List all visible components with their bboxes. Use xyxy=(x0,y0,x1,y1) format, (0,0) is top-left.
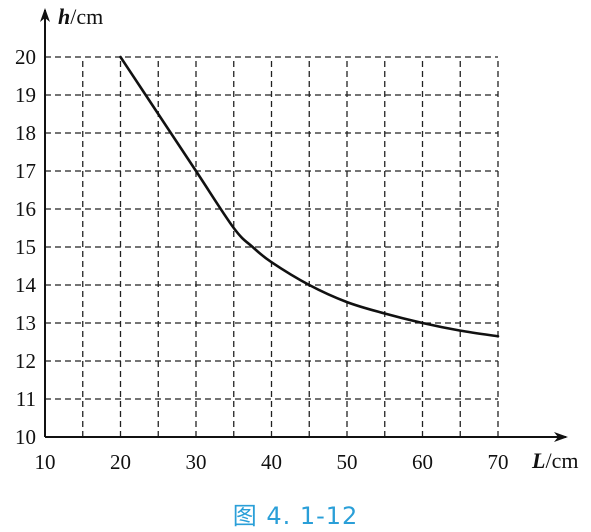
y-tick-label: 12 xyxy=(15,349,36,373)
axes xyxy=(40,8,568,442)
y-axis-label: h/cm xyxy=(58,4,103,29)
y-tick-label: 17 xyxy=(15,159,36,183)
y-tick-label: 13 xyxy=(15,311,36,335)
y-tick-label: 15 xyxy=(15,235,36,259)
x-axis-label: L/cm xyxy=(531,448,578,473)
y-tick-label: 16 xyxy=(15,197,36,221)
y-tick-label: 10 xyxy=(15,425,36,449)
grid-lines xyxy=(45,56,499,437)
y-tick-label: 11 xyxy=(16,387,36,411)
y-tick-label: 18 xyxy=(15,121,36,145)
y-axis-variable: h xyxy=(58,4,70,29)
y-tick-label: 14 xyxy=(15,273,37,297)
series-group xyxy=(119,55,500,338)
x-tick-label: 20 xyxy=(110,450,131,474)
x-tick-label: 50 xyxy=(337,450,358,474)
y-axis-unit: /cm xyxy=(70,4,103,29)
series-line xyxy=(119,55,500,338)
y-axis-ticks: 10 11 12 13 14 15 16 17 18 19 20 xyxy=(15,45,37,449)
x-tick-label: 60 xyxy=(412,450,433,474)
x-tick-label: 70 xyxy=(488,450,509,474)
x-tick-label: 30 xyxy=(186,450,207,474)
x-axis-ticks: 10 20 30 40 50 60 70 xyxy=(35,450,509,474)
x-axis-variable: L xyxy=(531,448,545,473)
x-axis-unit: /cm xyxy=(545,448,578,473)
y-tick-label: 19 xyxy=(15,83,36,107)
y-tick-label: 20 xyxy=(15,45,36,69)
figure-caption: 图 4. 1-12 xyxy=(232,502,359,530)
x-tick-label: 40 xyxy=(261,450,282,474)
x-tick-label: 10 xyxy=(35,450,56,474)
